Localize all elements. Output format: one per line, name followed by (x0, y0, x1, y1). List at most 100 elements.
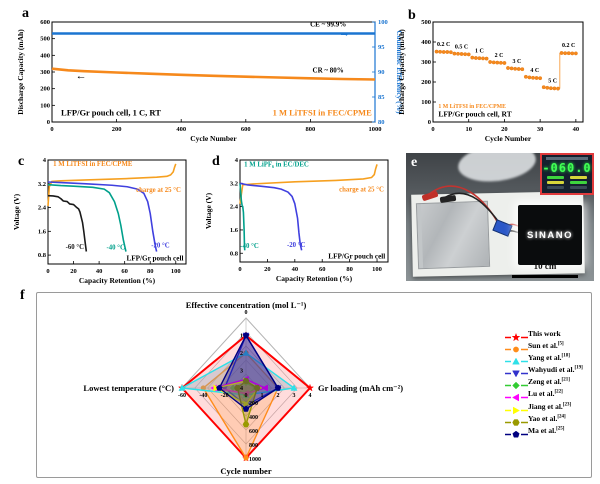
legend-item: Jiang et al.[23] (505, 402, 600, 414)
svg-text:30: 30 (537, 126, 544, 133)
svg-text:0: 0 (245, 310, 248, 316)
svg-text:LFP/Gr pouch cell, 1 C, RT: LFP/Gr pouch cell, 1 C, RT (61, 108, 161, 118)
svg-text:Capacity Retention (%): Capacity Retention (%) (276, 274, 353, 283)
svg-text:LFP/Gr pouch cell: LFP/Gr pouch cell (126, 254, 183, 262)
svg-text:0: 0 (428, 119, 431, 126)
svg-text:85: 85 (378, 94, 385, 101)
display-reading: -060.0 (542, 161, 592, 175)
panel-letter-f: f (20, 288, 25, 303)
svg-text:90: 90 (378, 69, 385, 76)
display-header (546, 157, 588, 160)
svg-text:400: 400 (421, 39, 431, 46)
svg-text:LFP/Gr pouch cell: LFP/Gr pouch cell (328, 253, 385, 261)
svg-text:-40 °C: -40 °C (107, 245, 125, 252)
svg-text:300: 300 (40, 69, 50, 76)
svg-text:80: 80 (378, 119, 385, 126)
panel-letter-a: a (22, 6, 29, 21)
svg-text:1 M LiTFSI in FEC/CPME: 1 M LiTFSI in FEC/CPME (273, 108, 373, 118)
svg-text:1 M LiTFSI in FEC/CPME: 1 M LiTFSI in FEC/CPME (53, 161, 133, 168)
svg-text:-60 °C: -60 °C (66, 244, 84, 251)
svg-text:20: 20 (264, 266, 271, 273)
svg-text:10: 10 (465, 126, 472, 133)
svg-text:40: 40 (573, 126, 580, 133)
svg-text:1.6: 1.6 (38, 228, 47, 235)
legend-item: Wahyudi et al.[19] (505, 365, 600, 378)
svg-text:100: 100 (372, 266, 382, 273)
svg-text:4: 4 (235, 157, 239, 164)
svg-text:2.4: 2.4 (230, 204, 239, 211)
panel-letter-c: c (18, 154, 25, 169)
svg-text:95: 95 (378, 44, 385, 51)
svg-text:200: 200 (112, 126, 122, 133)
scale-bar-label: 10 cm (533, 261, 557, 271)
pouch-cell-photo: SINANO 10 cm -060.0 e (406, 153, 594, 281)
svg-text:800: 800 (306, 126, 316, 133)
svg-text:3.2: 3.2 (230, 180, 238, 187)
svg-text:100: 100 (378, 19, 388, 26)
svg-text:300: 300 (421, 59, 431, 66)
svg-text:CR ~ 80%: CR ~ 80% (313, 66, 344, 74)
svg-text:20: 20 (70, 268, 77, 275)
svg-text:1000: 1000 (369, 126, 382, 133)
svg-text:LFP/Gr pouch cell, RT: LFP/Gr pouch cell, RT (438, 109, 511, 118)
svg-text:200: 200 (249, 401, 258, 407)
svg-text:80: 80 (147, 268, 154, 275)
svg-text:Discharge Capacity (mAh): Discharge Capacity (mAh) (16, 29, 25, 115)
svg-text:Cycle number: Cycle number (220, 466, 271, 476)
svg-text:0: 0 (238, 266, 241, 273)
svg-text:3.2: 3.2 (38, 181, 46, 188)
svg-text:1.6: 1.6 (230, 227, 239, 234)
svg-text:200: 200 (40, 86, 50, 93)
legend-item: Yao et al.[24] (505, 414, 600, 426)
svg-text:800: 800 (249, 443, 258, 449)
chart-low-temp-lipf6: 0 20 40 60 80 100 0.8 1.6 2.4 3.2 4 Capacity Retent… (204, 157, 389, 283)
svg-text:4 C: 4 C (530, 68, 539, 74)
svg-text:40: 40 (96, 268, 103, 275)
svg-text:Voltage (V): Voltage (V) (12, 193, 21, 230)
svg-text:Coulombic Efficiency (%): Coulombic Efficiency (%) (395, 30, 404, 114)
svg-text:0.2 C: 0.2 C (437, 42, 450, 48)
svg-text:2: 2 (240, 351, 243, 357)
legend-item: This work (505, 329, 600, 342)
svg-text:40: 40 (292, 266, 299, 273)
svg-text:2: 2 (277, 393, 280, 399)
svg-text:2.4: 2.4 (38, 205, 47, 212)
svg-text:1: 1 (240, 334, 243, 340)
svg-text:1 M LiPF₆ in EC/DEC: 1 M LiPF₆ in EC/DEC (244, 161, 309, 168)
legend-item: Sun et al.[5] (505, 341, 600, 353)
svg-text:0.8: 0.8 (230, 250, 239, 257)
svg-text:2 C: 2 C (495, 53, 504, 59)
display-indicators (542, 175, 592, 190)
svg-text:Capacity Retention (%): Capacity Retention (%) (79, 276, 156, 285)
svg-text:60: 60 (121, 268, 128, 275)
svg-text:charge at 25 °C: charge at 25 °C (339, 186, 384, 193)
panel-letter-d: d (212, 154, 220, 169)
svg-text:0: 0 (245, 393, 248, 399)
svg-text:1 M LiTFSI in FEC/CPME: 1 M LiTFSI in FEC/CPME (438, 104, 506, 110)
svg-text:Lowest temperature (°C): Lowest temperature (°C) (83, 383, 174, 393)
svg-text:4: 4 (43, 157, 47, 164)
svg-text:100: 100 (40, 102, 50, 109)
svg-text:←: ← (76, 70, 87, 82)
svg-text:500: 500 (421, 19, 431, 26)
svg-text:400: 400 (249, 415, 258, 421)
svg-text:0: 0 (50, 126, 53, 133)
svg-text:5 C: 5 C (548, 78, 557, 84)
svg-text:80: 80 (346, 266, 353, 273)
svg-text:-40 °C: -40 °C (240, 243, 258, 250)
svg-text:3: 3 (240, 369, 243, 375)
svg-text:0.2 C: 0.2 C (562, 43, 575, 49)
svg-text:CE ~ 99.9%: CE ~ 99.9% (310, 21, 346, 29)
svg-text:20: 20 (501, 126, 508, 133)
svg-text:Voltage (V): Voltage (V) (204, 192, 213, 229)
svg-text:-40: -40 (199, 393, 207, 399)
panel-letter-e: e (411, 155, 418, 170)
scale-bar: 10 cm (512, 256, 578, 278)
svg-text:1: 1 (261, 393, 264, 399)
svg-text:600: 600 (249, 429, 258, 435)
legend-item: Ma et al.[25] (505, 426, 600, 438)
svg-text:Effective concentration (mol L: Effective concentration (mol L⁻¹) (186, 300, 307, 310)
